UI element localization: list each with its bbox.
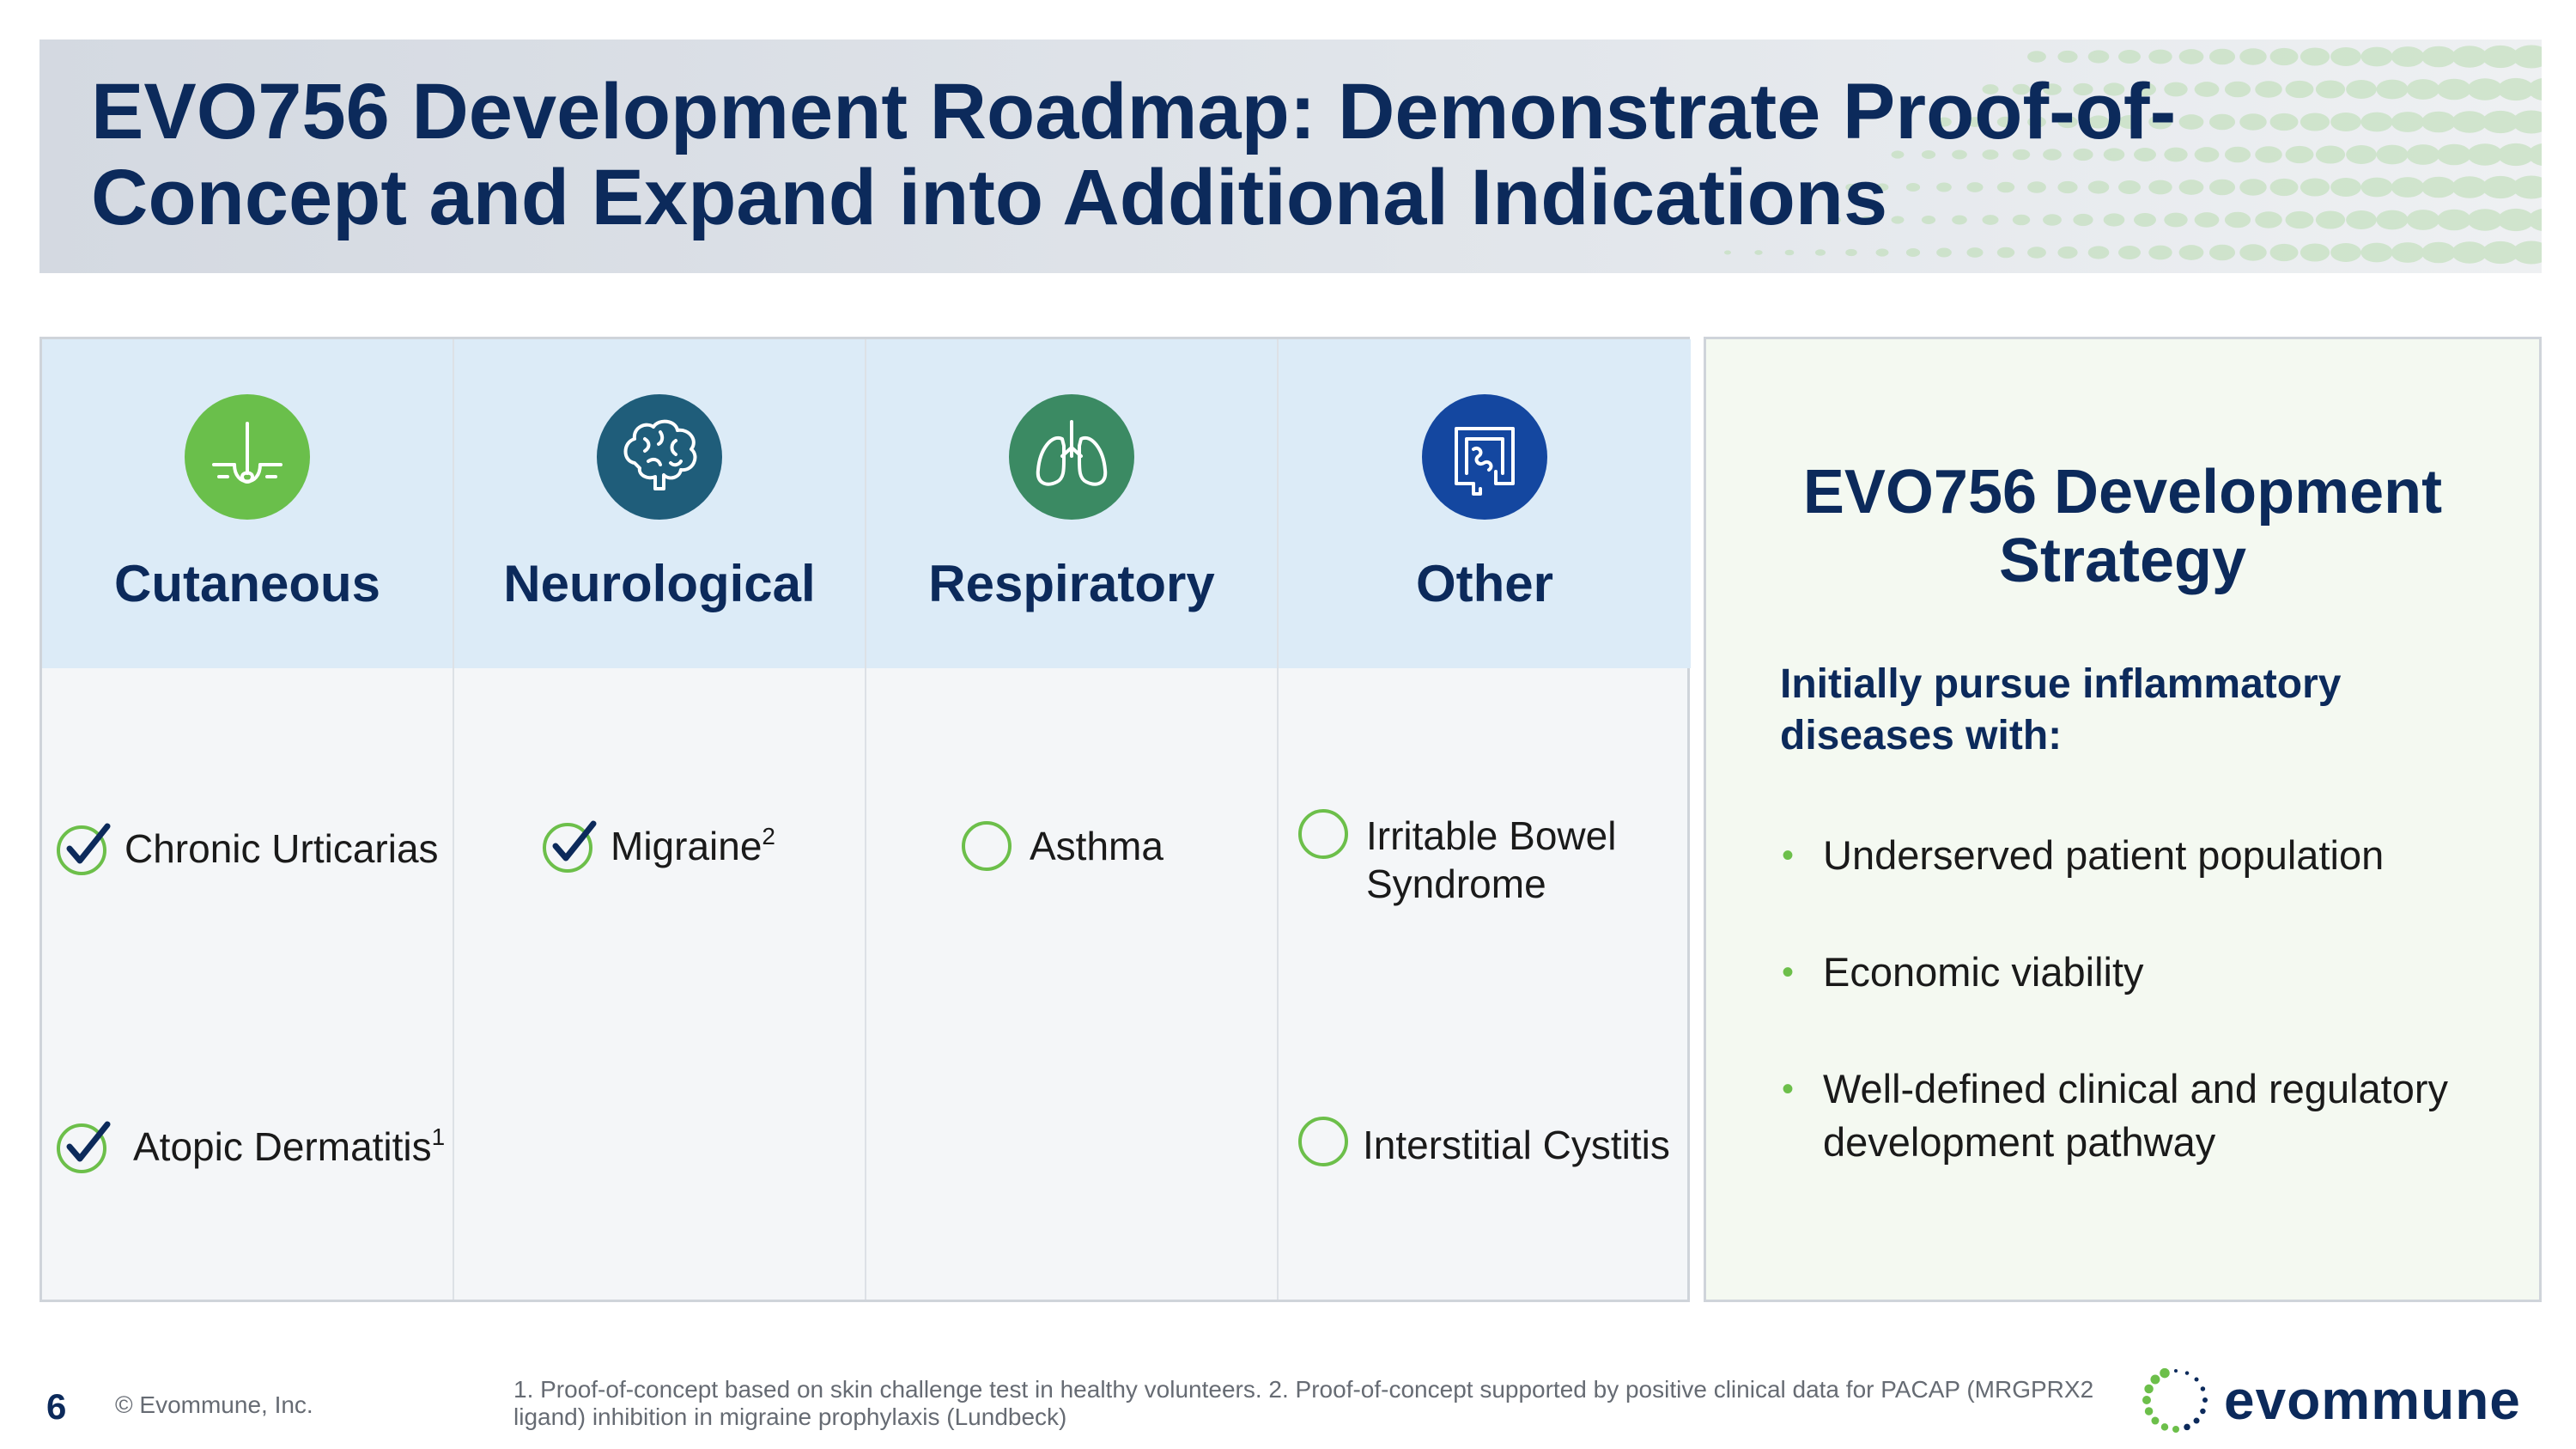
indication-item: Irritable Bowel Syndrome	[1296, 807, 1682, 908]
logo-text: evommune	[2224, 1369, 2521, 1431]
indication-item: Migraine2	[540, 813, 775, 875]
bullet-dot-icon: •	[1782, 837, 1795, 874]
footnote-ref: 2	[762, 823, 775, 849]
list-item: • Well-defined clinical and regulatory de…	[1780, 1062, 2518, 1169]
copyright: © Evommune, Inc.	[115, 1391, 313, 1418]
footnote: 1. Proof-of-concept based on skin challe…	[513, 1376, 2094, 1430]
checkmark-icon	[57, 1121, 111, 1173]
lungs-icon	[1009, 394, 1134, 520]
open-circle-icon	[1298, 1117, 1348, 1166]
list-item: • Economic viability	[1780, 946, 2518, 999]
dot-pattern-decoration	[1724, 45, 2542, 265]
indication-item: Interstitial Cystitis	[1296, 1112, 1670, 1174]
open-circle-icon	[962, 821, 1012, 871]
column-respiratory: Respiratory Asthma	[866, 339, 1279, 1300]
column-title: Cutaneous	[113, 555, 381, 612]
column-header: Cutaneous	[42, 339, 453, 668]
column-title: Respiratory	[928, 555, 1215, 612]
bullet-dot-icon: •	[1782, 953, 1795, 991]
strategy-intro: Initially pursue inflammatory diseases w…	[1780, 661, 2342, 758]
strategy-title: EVO756 Development Strategy	[1802, 458, 2443, 595]
company-logo: evommune	[2138, 1362, 2521, 1438]
indication-item: Chronic Urticarias	[54, 816, 439, 878]
open-circle-icon	[1298, 809, 1348, 859]
brain-icon	[597, 394, 722, 520]
strategy-panel: EVO756 Development Strategy Initially pu…	[1704, 337, 2542, 1302]
indication-item: Asthma	[959, 813, 1163, 875]
column-title: Neurological	[503, 555, 816, 612]
column-cutaneous: Cutaneous Chronic Urticarias Atopic Derm…	[42, 339, 454, 1300]
indication-label: Atopic Dermatitis1	[133, 1123, 446, 1169]
indication-label: Asthma	[1030, 824, 1163, 868]
indication-label: Interstitial Cystitis	[1363, 1123, 1670, 1167]
column-neurological: Neurological Migraine2	[454, 339, 866, 1300]
indication-label: Irritable Bowel Syndrome	[1366, 813, 1617, 906]
column-header: Other	[1279, 339, 1691, 668]
indication-item: Atopic Dermatitis1	[54, 1114, 445, 1176]
list-item: • Underserved patient population	[1780, 829, 2518, 882]
indication-label: Migraine2	[611, 823, 775, 868]
column-title: Other	[1415, 555, 1554, 612]
bullet-dot-icon: •	[1782, 1070, 1795, 1108]
skin-hair-icon	[185, 394, 310, 520]
indication-grid: Cutaneous Chronic Urticarias Atopic Derm…	[39, 337, 1691, 1302]
checkmark-icon	[543, 820, 597, 873]
column-header: Neurological	[454, 339, 865, 668]
intestine-icon	[1422, 394, 1547, 520]
page-title: EVO756 Development Roadmap: Demonstrate …	[91, 68, 2177, 241]
title-banner: EVO756 Development Roadmap: Demonstrate …	[39, 40, 2542, 273]
footnote-ref: 1	[431, 1123, 446, 1150]
checkmark-icon	[57, 823, 111, 875]
column-other: Other Irritable Bowel Syndrome Interstit…	[1279, 339, 1691, 1300]
column-header: Respiratory	[866, 339, 1277, 668]
indication-label: Chronic Urticarias	[125, 826, 439, 871]
logo-dot-ring-icon	[2142, 1367, 2208, 1433]
page-number: 6	[46, 1386, 67, 1427]
